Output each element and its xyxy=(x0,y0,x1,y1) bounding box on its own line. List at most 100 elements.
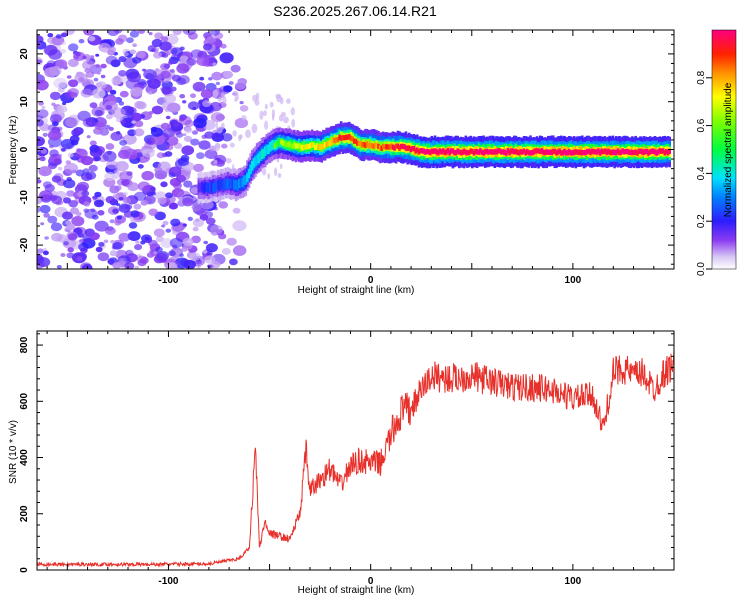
noise-blob xyxy=(93,77,99,82)
ridge-segment xyxy=(361,142,364,148)
ridge-segment xyxy=(312,142,315,148)
noise-blob xyxy=(264,103,268,110)
noise-blob xyxy=(210,30,220,36)
noise-blob xyxy=(274,167,278,177)
ridge-segment xyxy=(568,149,571,155)
ridge-segment xyxy=(273,143,277,149)
noise-blob xyxy=(191,235,201,244)
noise-blob xyxy=(89,232,100,241)
ridge-segment xyxy=(297,143,301,149)
ridge-segment xyxy=(471,148,474,155)
ridge-segment xyxy=(217,180,220,190)
noise-blob xyxy=(108,126,114,131)
ridge-segment xyxy=(605,149,608,155)
ridge-segment xyxy=(477,149,481,155)
ridge-segment xyxy=(318,144,322,150)
ridge-segment xyxy=(323,142,327,148)
ridge-segment xyxy=(427,149,430,155)
noise-blob xyxy=(37,136,45,147)
ridge-segment xyxy=(270,140,273,151)
noise-blob xyxy=(37,109,49,119)
noise-blob xyxy=(182,133,187,137)
noise-blob xyxy=(126,37,134,44)
noise-blob xyxy=(116,215,122,220)
noise-blob xyxy=(51,175,62,183)
y-tick-label: 600 xyxy=(19,393,30,410)
noise-blob xyxy=(63,162,79,174)
ridge-segment xyxy=(289,143,293,149)
ridge-segment xyxy=(602,149,605,155)
noise-blob xyxy=(106,160,118,170)
ridge-segment xyxy=(561,150,565,156)
noise-blob xyxy=(205,243,218,253)
noise-blob xyxy=(76,181,90,192)
snr-ticks: -100 0 100 0 200 400 600 800 xyxy=(19,331,675,587)
y-tick-label: 0 xyxy=(19,146,30,152)
noise-blob xyxy=(215,143,221,149)
ridge-segment xyxy=(234,180,238,190)
noise-blob xyxy=(150,127,164,137)
noise-blob xyxy=(147,91,153,95)
ridge-segment xyxy=(268,142,272,152)
ridge-segment xyxy=(613,149,616,155)
ridge-segment xyxy=(330,139,333,146)
ridge-segment xyxy=(538,148,542,154)
ridge-segment xyxy=(511,148,514,154)
noise-blob xyxy=(75,148,88,159)
chart-title: S236.2025.267.06.14.R21 xyxy=(273,3,437,19)
ridge-segment xyxy=(218,181,222,191)
noise-blob xyxy=(62,179,76,189)
ridge-segment xyxy=(571,150,574,156)
noise-blob xyxy=(43,212,50,218)
noise-blob xyxy=(130,112,143,122)
noise-blob xyxy=(134,100,145,109)
ridge-segment xyxy=(537,148,540,154)
ridge-segment xyxy=(639,148,642,154)
ridge-segment xyxy=(597,148,600,154)
ridge-segment xyxy=(220,179,223,189)
noise-blob xyxy=(191,203,202,212)
noise-blob xyxy=(100,74,106,79)
noise-blob xyxy=(181,145,195,156)
noise-blob xyxy=(269,101,274,108)
noise-blob xyxy=(262,167,267,176)
noise-blob xyxy=(111,76,123,85)
noise-blob xyxy=(103,239,109,244)
ridge-segment xyxy=(493,149,497,155)
noise-blob xyxy=(75,52,81,57)
x-tick-label: 100 xyxy=(565,576,582,587)
noise-blob xyxy=(212,89,219,98)
noise-blob xyxy=(56,265,62,269)
noise-blob xyxy=(81,190,90,197)
noise-blob xyxy=(136,152,144,158)
noise-blob xyxy=(89,102,98,109)
noise-blob xyxy=(40,222,45,226)
noise-blob xyxy=(85,171,97,180)
noise-blob xyxy=(37,248,44,254)
ridge-segment xyxy=(367,143,370,149)
ridge-segment xyxy=(375,142,379,148)
noise-blob xyxy=(160,181,168,188)
ridge-segment xyxy=(284,141,288,148)
ridge-segment xyxy=(283,141,286,147)
ridge-segment xyxy=(398,145,401,151)
ridge-segment xyxy=(509,148,513,154)
noise-blob xyxy=(94,191,102,198)
colorbar-tick-label: 0.2 xyxy=(696,214,707,228)
noise-blob xyxy=(190,93,196,98)
ridge-segment xyxy=(386,144,390,150)
ridge-segment xyxy=(272,140,275,150)
noise-blob xyxy=(190,187,199,194)
ridge-segment xyxy=(205,182,209,192)
ridge-segment xyxy=(348,134,351,140)
ridge-segment xyxy=(524,150,527,156)
ridge-segment xyxy=(579,149,582,156)
noise-blob xyxy=(94,109,104,117)
noise-blob xyxy=(124,262,135,269)
noise-blob xyxy=(262,110,267,117)
noise-blob xyxy=(208,264,214,269)
noise-blob xyxy=(66,190,75,197)
ridge-segment xyxy=(213,182,217,192)
noise-blob xyxy=(89,144,100,153)
noise-blob xyxy=(182,237,194,247)
